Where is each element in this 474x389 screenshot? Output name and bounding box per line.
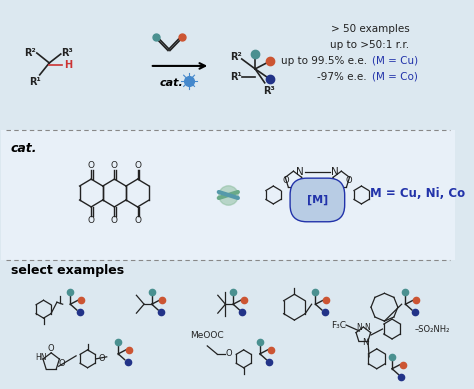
Text: cat.: cat. <box>160 78 184 88</box>
Text: O: O <box>134 216 141 225</box>
Text: select examples: select examples <box>11 264 124 277</box>
Text: O: O <box>88 216 95 225</box>
Bar <box>1 130 455 259</box>
Text: N: N <box>331 167 338 177</box>
Text: -97% e.e.: -97% e.e. <box>317 72 370 82</box>
Text: R²: R² <box>24 48 36 58</box>
Text: (M = Co): (M = Co) <box>372 72 418 82</box>
Text: > 50 examples: > 50 examples <box>331 24 410 34</box>
Text: N: N <box>365 323 370 332</box>
Text: HN: HN <box>35 353 46 362</box>
Text: [M]: [M] <box>307 195 328 205</box>
Text: N: N <box>363 338 369 347</box>
Text: cat.: cat. <box>11 142 37 155</box>
Text: R¹: R¹ <box>29 77 41 87</box>
Text: R²: R² <box>230 52 242 62</box>
Text: O: O <box>111 161 118 170</box>
Text: O: O <box>134 161 141 170</box>
Text: O: O <box>111 216 118 225</box>
Text: MeOOC: MeOOC <box>190 331 224 340</box>
Text: up to 99.5% e.e.: up to 99.5% e.e. <box>281 56 370 66</box>
Text: O: O <box>226 349 233 358</box>
Text: H: H <box>64 60 73 70</box>
Bar <box>1 259 455 387</box>
Text: O: O <box>99 354 105 363</box>
Text: N: N <box>356 323 363 332</box>
Text: up to >50:1 r.r.: up to >50:1 r.r. <box>330 40 410 50</box>
Text: O: O <box>346 175 352 185</box>
Text: O: O <box>48 344 55 353</box>
Text: O: O <box>58 359 65 368</box>
Text: O: O <box>283 175 289 185</box>
Bar <box>1 2 455 130</box>
Text: –SO₂NH₂: –SO₂NH₂ <box>415 324 450 333</box>
Text: R³: R³ <box>61 48 73 58</box>
Text: N: N <box>296 167 304 177</box>
Text: R¹: R¹ <box>230 72 242 82</box>
Text: F₃C: F₃C <box>331 321 346 329</box>
Text: M = Cu, Ni, Co: M = Cu, Ni, Co <box>370 186 465 200</box>
Text: (M = Cu): (M = Cu) <box>372 56 418 66</box>
Text: R³: R³ <box>263 86 274 96</box>
Text: O: O <box>88 161 95 170</box>
